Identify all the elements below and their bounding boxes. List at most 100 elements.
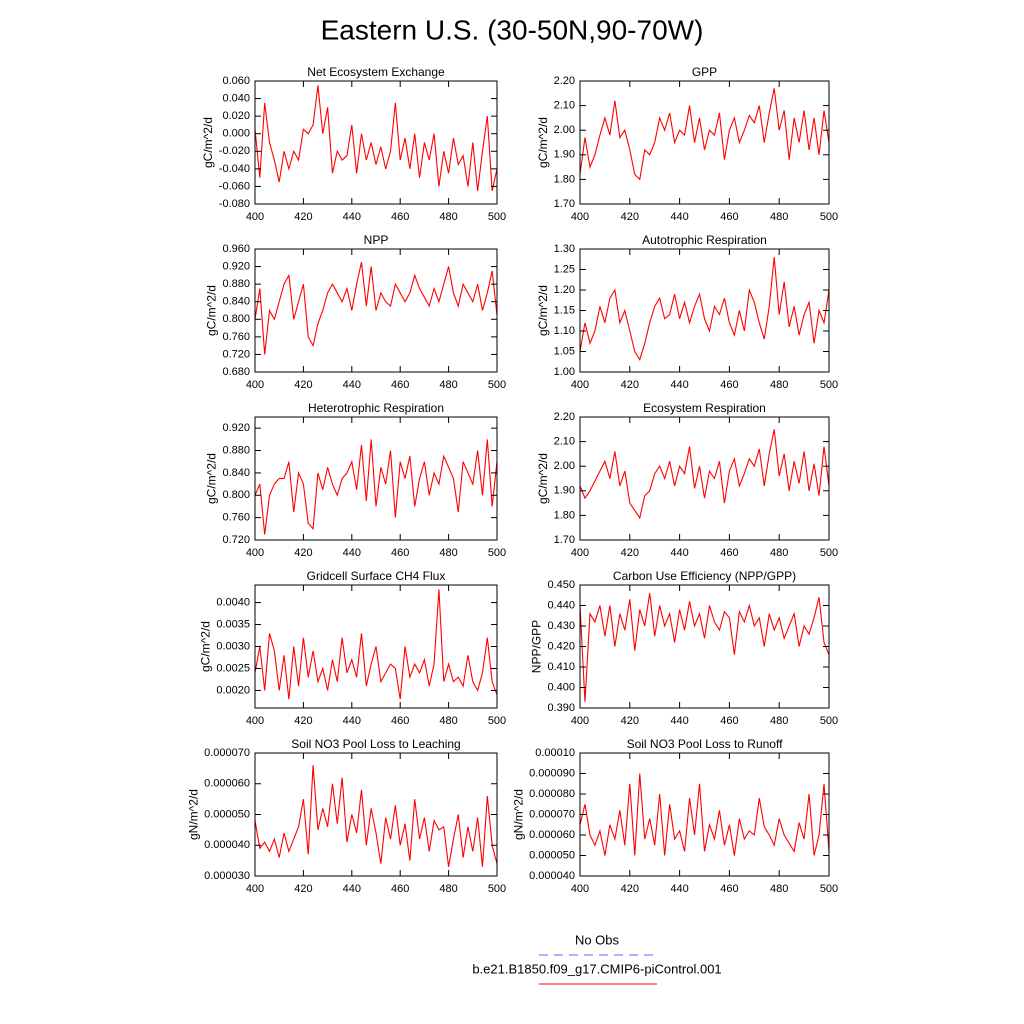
- x-tick-label: 420: [294, 883, 312, 895]
- x-tick-label: 460: [391, 211, 409, 223]
- y-tick-label: 0.400: [547, 681, 575, 693]
- y-tick-label: 0.0035: [216, 618, 250, 630]
- y-tick-label: 0.0020: [216, 684, 250, 696]
- x-tick-label: 480: [770, 211, 788, 223]
- y-tick-label: 1.80: [554, 509, 575, 521]
- panel: Heterotrophic Respiration 400 420 440 460 480…: [205, 401, 507, 559]
- data-line: [254, 262, 498, 355]
- y-tick-label: 0.0030: [216, 640, 250, 652]
- x-tick-label: 460: [720, 883, 738, 895]
- legend-text: b.e21.B1850.f09_g17.CMIP6-piControl.001: [472, 961, 721, 976]
- data-line: [254, 85, 498, 191]
- data-line: [254, 765, 498, 867]
- x-tick-label: 440: [670, 883, 688, 895]
- y-axis-label: gN/m^2/d: [511, 789, 525, 840]
- data-line: [579, 773, 830, 856]
- x-tick-label: 480: [770, 547, 788, 559]
- y-tick-label: 2.10: [554, 100, 575, 112]
- y-axis-label: gC/m^2/d: [201, 117, 215, 168]
- x-tick-label: 420: [621, 211, 639, 223]
- x-tick-label: 480: [439, 715, 457, 727]
- plot-frame: [254, 248, 498, 373]
- y-tick-label: 0.720: [222, 348, 250, 360]
- x-tick-label: 400: [571, 547, 589, 559]
- y-tick-label: 0.060: [222, 75, 250, 87]
- y-tick-label: 0.720: [222, 534, 250, 546]
- y-tick-label: 2.20: [554, 411, 575, 423]
- x-tick-label: 460: [720, 547, 738, 559]
- y-tick-label: 0.000050: [204, 808, 250, 820]
- y-axis-label: gC/m^2/d: [205, 285, 219, 336]
- x-tick-label: 440: [343, 211, 361, 223]
- y-tick-label: 0.000040: [529, 870, 575, 882]
- x-tick-label: 400: [571, 211, 589, 223]
- x-tick-label: 460: [391, 547, 409, 559]
- x-tick-label: 460: [391, 379, 409, 391]
- x-tick-label: 480: [439, 211, 457, 223]
- x-tick-label: 440: [343, 547, 361, 559]
- y-axis-label: gN/m^2/d: [186, 789, 200, 840]
- y-tick-label: 0.000080: [529, 788, 575, 800]
- x-tick-label: 480: [439, 379, 457, 391]
- x-tick-label: 440: [670, 547, 688, 559]
- panel-title: Soil NO3 Pool Loss to Runoff: [627, 737, 784, 751]
- x-tick-label: 500: [820, 883, 838, 895]
- y-tick-label: 0.000060: [204, 778, 250, 790]
- x-tick-label: 440: [343, 883, 361, 895]
- panel: NPP 400 420 440 460 480 500 0.680 0.720 0.760 0.80…: [205, 233, 507, 391]
- x-tick-label: 440: [343, 379, 361, 391]
- y-tick-label: 2.00: [554, 460, 575, 472]
- x-tick-label: 500: [488, 547, 506, 559]
- y-tick-label: 0.920: [222, 260, 250, 272]
- y-tick-label: 0.840: [222, 467, 250, 479]
- data-line: [579, 257, 830, 362]
- plot-frame: [254, 416, 498, 541]
- y-tick-label: 0.800: [222, 313, 250, 325]
- data-line: [579, 593, 830, 702]
- x-tick-label: 480: [439, 547, 457, 559]
- y-tick-label: 0.000040: [204, 839, 250, 851]
- x-tick-label: 400: [246, 211, 264, 223]
- x-tick-label: 500: [488, 883, 506, 895]
- y-axis-label: gC/m^2/d: [536, 285, 550, 336]
- x-tick-label: 440: [670, 211, 688, 223]
- y-tick-label: 0.0025: [216, 662, 250, 674]
- panel: GPP 400 420 440 460 480 500 1.70 1.80 1.90 2.00 2.1…: [536, 65, 838, 223]
- panel-title: NPP: [364, 233, 389, 247]
- panel: Ecosystem Respiration 400 420 440 460 480 500 1…: [536, 401, 838, 559]
- panel-title: Autotrophic Respiration: [642, 233, 767, 247]
- x-tick-label: 420: [621, 715, 639, 727]
- plot-frame: [254, 752, 498, 877]
- panel: Autotrophic Respiration 400 420 440 460 480 50…: [536, 233, 838, 391]
- y-tick-label: 0.960: [222, 243, 250, 255]
- x-tick-label: 420: [621, 379, 639, 391]
- y-tick-label: 1.70: [554, 198, 575, 210]
- panel-title: Gridcell Surface CH4 Flux: [307, 569, 446, 583]
- y-tick-label: 0.000070: [204, 747, 250, 759]
- x-tick-label: 400: [246, 379, 264, 391]
- panel: Soil NO3 Pool Loss to Runoff 400 420 440 460…: [511, 737, 838, 895]
- y-tick-label: 0.020: [222, 110, 250, 122]
- x-tick-label: 500: [820, 379, 838, 391]
- x-tick-label: 500: [820, 547, 838, 559]
- data-line: [254, 589, 498, 700]
- y-tick-label: 0.0040: [216, 596, 250, 608]
- x-tick-label: 400: [246, 547, 264, 559]
- y-tick-label: 1.90: [554, 485, 575, 497]
- figure-title: Eastern U.S. (30-50N,90-70W): [321, 14, 704, 45]
- y-tick-label: 0.000090: [529, 767, 575, 779]
- x-tick-label: 460: [720, 715, 738, 727]
- x-tick-label: 460: [720, 211, 738, 223]
- y-tick-label: 1.00: [554, 366, 575, 378]
- y-axis-label: gC/m^2/d: [205, 453, 219, 504]
- y-tick-label: 1.25: [554, 263, 575, 275]
- panel-title: Heterotrophic Respiration: [308, 401, 444, 415]
- y-axis-label: gC/m^2/d: [536, 453, 550, 504]
- x-tick-label: 500: [488, 379, 506, 391]
- x-tick-label: 420: [621, 883, 639, 895]
- y-tick-label: 1.05: [554, 345, 575, 357]
- x-tick-label: 400: [571, 883, 589, 895]
- y-axis-label: gC/m^2/d: [199, 621, 213, 672]
- y-tick-label: -0.080: [219, 198, 250, 210]
